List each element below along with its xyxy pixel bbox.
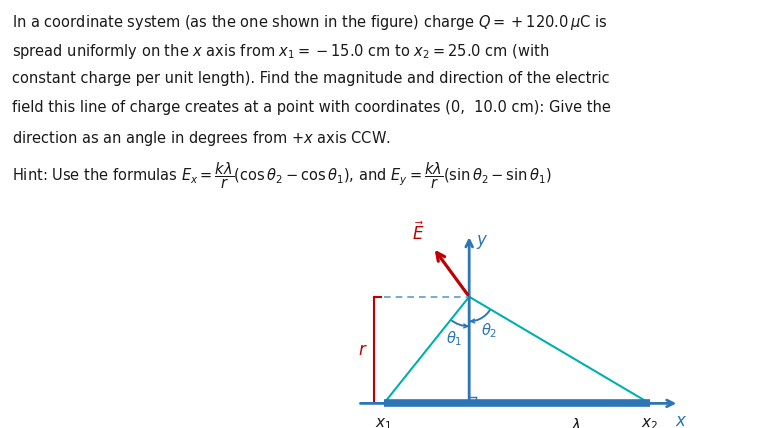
Text: constant charge per unit length). Find the magnitude and direction of the electr: constant charge per unit length). Find t… [12, 71, 609, 86]
Text: direction as an angle in degrees from $+x$ axis CCW.: direction as an angle in degrees from $+… [12, 129, 390, 148]
Text: $y$: $y$ [475, 233, 488, 251]
Text: Hint: Use the formulas $E_x = \dfrac{k\lambda}{r}(\cos\theta_2 - \cos\theta_1)$,: Hint: Use the formulas $E_x = \dfrac{k\l… [12, 160, 551, 191]
Text: $r$: $r$ [358, 342, 367, 359]
Text: In a coordinate system (as the one shown in the figure) charge $Q = +120.0\,\mu$: In a coordinate system (as the one shown… [12, 13, 607, 32]
Text: field this line of charge creates at a point with coordinates (0,  10.0 cm): Giv: field this line of charge creates at a p… [12, 100, 611, 115]
Text: $\theta_2$: $\theta_2$ [481, 321, 497, 340]
Text: $x_1$: $x_1$ [376, 416, 392, 428]
Text: $x_2$: $x_2$ [641, 416, 658, 428]
Text: $\theta_1$: $\theta_1$ [446, 329, 463, 348]
Text: $\vec{E}$: $\vec{E}$ [412, 222, 425, 244]
Text: $\lambda$: $\lambda$ [571, 416, 581, 428]
Text: spread uniformly on the $x$ axis from $x_1 = -15.0$ cm to $x_2 = 25.0$ cm (with: spread uniformly on the $x$ axis from $x… [12, 42, 549, 61]
Text: $x$: $x$ [674, 413, 687, 428]
